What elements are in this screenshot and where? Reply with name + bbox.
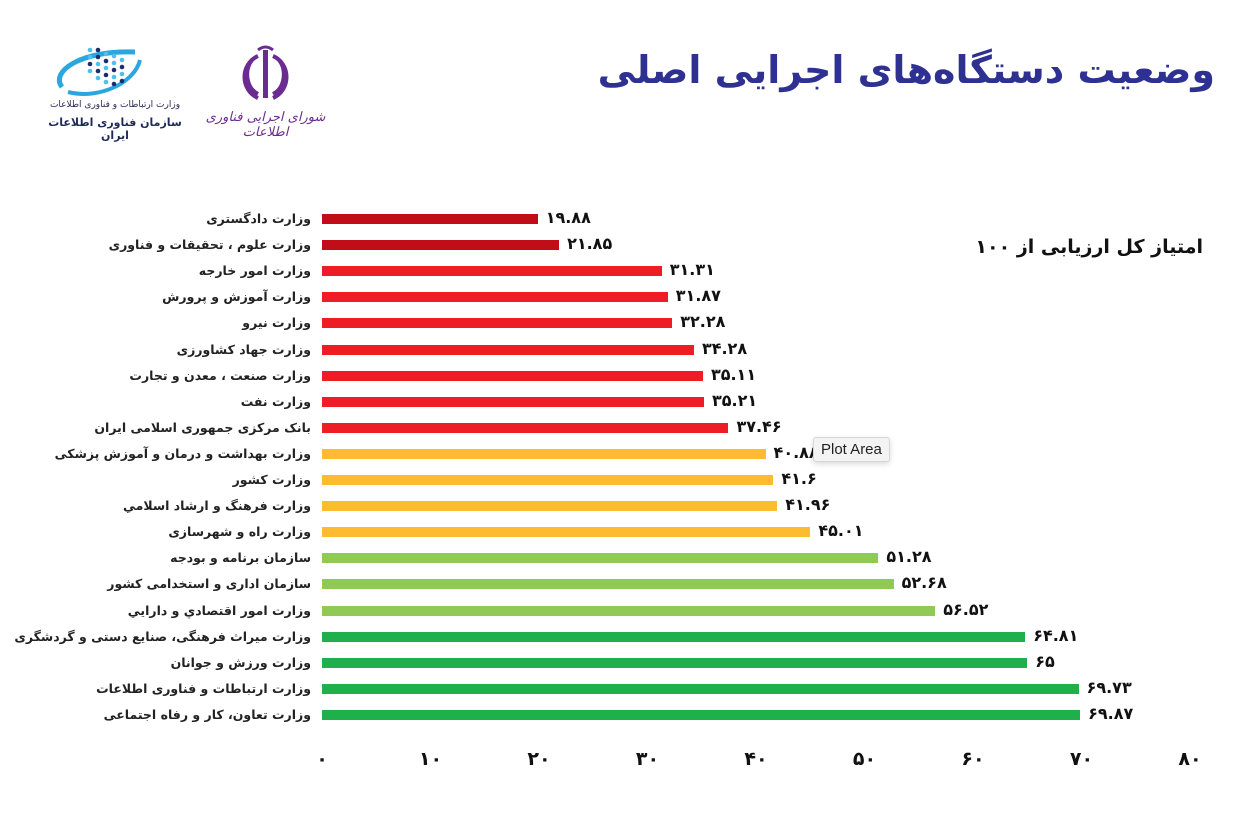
- value-label: ۶۵: [1035, 651, 1055, 671]
- bar[interactable]: [322, 501, 778, 512]
- category-label: وزارت آموزش و پرورش: [162, 289, 311, 305]
- value-label: ۴۱.۶: [781, 469, 817, 488]
- page-title: وضعیت دستگاه‌های اجرایی اصلی: [597, 48, 1215, 92]
- category-label: وزارت جهاد کشاورزی: [176, 341, 311, 357]
- bar[interactable]: [322, 370, 703, 381]
- bar[interactable]: [322, 657, 1028, 668]
- category-label: وزارت ورزش و جوانان: [170, 654, 311, 670]
- category-label: وزارت دادگستری: [206, 211, 311, 226]
- bar-row[interactable]: وزارت جهاد کشاورزی ۳۴.۲۸: [0, 338, 1251, 364]
- bar-row[interactable]: وزارت میراث فرهنگی، صنایع دستی و گردشگری…: [0, 625, 1251, 651]
- x-axis-tick-label: ۶۰: [961, 748, 985, 770]
- bar-row[interactable]: وزارت امور خارجه ۳۱.۳۱: [0, 259, 1251, 285]
- value-label: ۶۴.۸۱: [1033, 625, 1079, 645]
- bar-row[interactable]: وزارت امور اقتصادي و دارايي ۵۶.۵۲: [0, 599, 1251, 625]
- bar-row[interactable]: سازمان برنامه و بودجه ۵۱.۲۸: [0, 546, 1251, 572]
- category-label: وزارت فرهنگ و ارشاد اسلامي: [122, 498, 311, 514]
- category-label: وزارت میراث فرهنگی، صنایع دستی و گردشگری: [14, 628, 311, 644]
- bar-row[interactable]: بانک مرکزی جمهوری اسلامی ایران ۳۷.۴۶: [0, 416, 1251, 442]
- bar[interactable]: [322, 553, 879, 564]
- x-axis-tick-label: ۲۰: [527, 748, 551, 770]
- bar-row[interactable]: وزارت دادگستری ۱۹.۸۸: [0, 207, 1251, 233]
- bar[interactable]: [322, 292, 668, 303]
- value-label: ۵۱.۲۸: [886, 547, 932, 567]
- value-label: ۶۹.۸۷: [1088, 703, 1134, 723]
- bar[interactable]: [322, 631, 1026, 642]
- value-label: ۳۵.۱۱: [710, 364, 757, 384]
- plot-area-tooltip: Plot Area: [813, 437, 890, 462]
- bar-row[interactable]: وزارت کشور ۴۱.۶: [0, 468, 1251, 494]
- bar-row[interactable]: وزارت صنعت ، معدن و تجارت ۳۵.۱۱: [0, 364, 1251, 390]
- bar[interactable]: [322, 579, 894, 590]
- value-label: ۲۱.۸۵: [567, 234, 613, 254]
- bar[interactable]: [322, 475, 774, 485]
- ito-ministry-caption: وزارت ارتباطات و فناوری اطلاعات: [49, 100, 181, 110]
- bar[interactable]: [322, 683, 1079, 694]
- bar[interactable]: [322, 318, 673, 329]
- value-label: ۳۲.۲۸: [680, 312, 726, 332]
- bar[interactable]: [322, 266, 662, 277]
- category-label: وزارت صنعت ، معدن و تجارت: [129, 367, 311, 383]
- category-label: وزارت ارتباطات و فناوری اطلاعات: [96, 680, 311, 696]
- value-label: ۳۷.۴۶: [736, 416, 782, 436]
- value-label: ۱۹.۸۸: [545, 208, 591, 227]
- value-label: ۵۶.۵۲: [943, 599, 989, 619]
- bar-row[interactable]: وزارت آموزش و پرورش ۳۱.۸۷: [0, 285, 1251, 311]
- bar-row[interactable]: وزارت علوم ، تحقیقات و فناوری ۲۱.۸۵: [0, 233, 1251, 259]
- bar[interactable]: [322, 605, 936, 616]
- x-axis-tick-label: ۰: [316, 748, 328, 770]
- x-axis-tick-label: ۸۰: [1178, 748, 1202, 770]
- bar-row[interactable]: وزارت نیرو ۳۲.۲۸: [0, 311, 1251, 337]
- council-caption: شورای اجرایی فناوری اطلاعات: [205, 110, 326, 140]
- value-label: ۶۹.۷۳: [1086, 677, 1132, 697]
- category-label: وزارت کشور: [232, 472, 311, 487]
- bar-row[interactable]: وزارت بهداشت و درمان و آموزش پزشکی ۴۰.۸۸: [0, 442, 1251, 468]
- value-label: ۴۰.۸۸: [773, 442, 819, 462]
- x-axis-tick-label: ۱۰: [418, 748, 443, 770]
- bar-row[interactable]: وزارت تعاون، کار و رفاه اجتماعی ۶۹.۸۷: [0, 703, 1251, 729]
- x-axis-tick-label: ۵۰: [852, 748, 877, 770]
- bar-row[interactable]: وزارت ورزش و جوانان ۶۵: [0, 651, 1251, 677]
- bar[interactable]: [322, 344, 694, 355]
- ito-dots-swoosh-icon: [57, 47, 142, 96]
- bar-row[interactable]: سازمان اداری و استخدامی کشور ۵۲.۶۸: [0, 572, 1251, 598]
- bar[interactable]: [322, 214, 538, 224]
- ito-logo: وزارت ارتباطات و فناوری اطلاعات سازمان ف…: [40, 42, 190, 142]
- value-label: ۳۱.۸۷: [675, 286, 721, 306]
- category-label: بانک مرکزی جمهوری اسلامی ایران: [94, 419, 311, 435]
- value-label: ۴۱.۹۶: [785, 495, 831, 515]
- category-label: وزارت نفت: [240, 393, 311, 409]
- bar[interactable]: [322, 709, 1081, 720]
- category-label: وزارت علوم ، تحقیقات و فناوری: [108, 237, 311, 253]
- category-label: وزارت راه و شهرسازی: [168, 524, 311, 540]
- x-axis-tick-label: ۴۰: [744, 748, 768, 770]
- category-label: وزارت تعاون، کار و رفاه اجتماعی: [103, 706, 311, 722]
- bar[interactable]: [322, 527, 811, 538]
- chart-subtitle: امتیاز کل ارزیابی از ۱۰۰: [975, 236, 1203, 258]
- bar[interactable]: [322, 240, 560, 251]
- category-label: سازمان برنامه و بودجه: [170, 550, 311, 566]
- bar-row[interactable]: وزارت راه و شهرسازی ۴۵.۰۱: [0, 520, 1251, 546]
- x-axis-tick-label: ۷۰: [1069, 748, 1094, 770]
- ito-org-caption: سازمان فناوری اطلاعات ایران: [48, 116, 182, 142]
- category-label: وزارت امور اقتصادي و دارايي: [127, 602, 311, 618]
- category-label: وزارت امور خارجه: [198, 263, 311, 279]
- council-logo: شورای اجرایی فناوری اطلاعات: [198, 42, 333, 140]
- bar-row[interactable]: وزارت ارتباطات و فناوری اطلاعات ۶۹.۷۳: [0, 677, 1251, 703]
- value-label: ۳۵.۲۱: [712, 390, 758, 410]
- bar[interactable]: [322, 422, 729, 433]
- value-label: ۳۴.۲۸: [701, 338, 748, 358]
- bar[interactable]: [322, 448, 766, 459]
- value-label: ۴۵.۰۱: [818, 521, 864, 541]
- category-label: وزارت نیرو: [242, 315, 311, 331]
- bar-row[interactable]: وزارت فرهنگ و ارشاد اسلامي ۴۱.۹۶: [0, 494, 1251, 520]
- x-axis-tick-label: ۳۰: [635, 748, 660, 770]
- bar-row[interactable]: وزارت نفت ۳۵.۲۱: [0, 390, 1251, 416]
- iran-emblem-icon: [242, 45, 289, 100]
- category-label: سازمان اداری و استخدامی کشور: [107, 576, 311, 592]
- value-label: ۵۲.۶۸: [901, 573, 947, 593]
- value-label: ۳۱.۳۱: [669, 260, 715, 280]
- category-label: وزارت بهداشت و درمان و آموزش پزشکی: [54, 445, 311, 461]
- bar[interactable]: [322, 396, 705, 407]
